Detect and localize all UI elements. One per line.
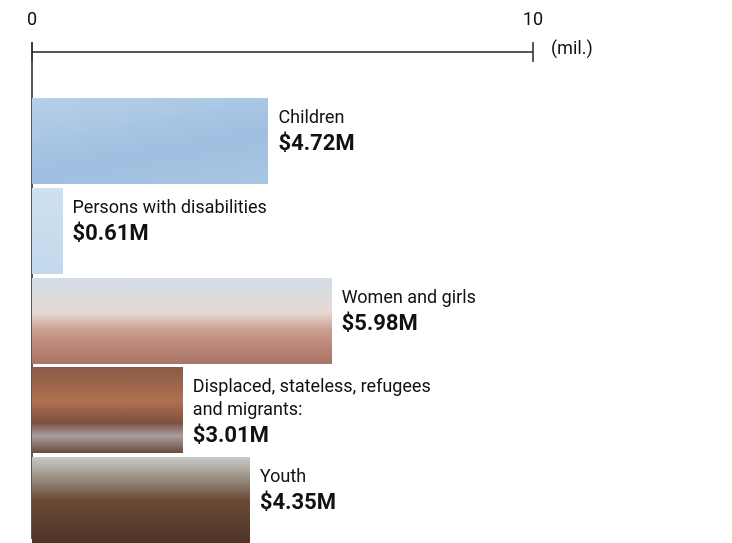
bar-label: Youth$4.35M xyxy=(260,465,500,518)
category-label: Youth xyxy=(260,465,500,488)
value-label: $4.35M xyxy=(260,488,500,518)
x-tick-label: 10 xyxy=(523,9,543,30)
category-label: Displaced, stateless, refugees and migra… xyxy=(193,375,433,421)
page: 010(mil.) (() => { const data = JSON.par… xyxy=(0,0,732,539)
bar-label: Women and girls$5.98M xyxy=(342,286,582,339)
axis-unit: (mil.) xyxy=(551,38,593,59)
bar xyxy=(32,98,268,184)
bar xyxy=(32,457,250,543)
bar-label: Children$4.72M xyxy=(278,106,518,159)
category-label: Persons with disabilities xyxy=(73,196,313,219)
value-label: $0.61M xyxy=(73,219,313,249)
bar xyxy=(32,188,63,274)
bar xyxy=(32,367,183,453)
value-label: $3.01M xyxy=(193,421,433,451)
value-label: $5.98M xyxy=(342,309,582,339)
bar xyxy=(32,278,332,364)
x-tick-label: 0 xyxy=(27,9,37,30)
category-label: Children xyxy=(278,106,518,129)
bar-label: Persons with disabilities$0.61M xyxy=(73,196,313,249)
value-label: $4.72M xyxy=(278,129,518,159)
bar-label: Displaced, stateless, refugees and migra… xyxy=(193,375,433,451)
category-label: Women and girls xyxy=(342,286,582,309)
